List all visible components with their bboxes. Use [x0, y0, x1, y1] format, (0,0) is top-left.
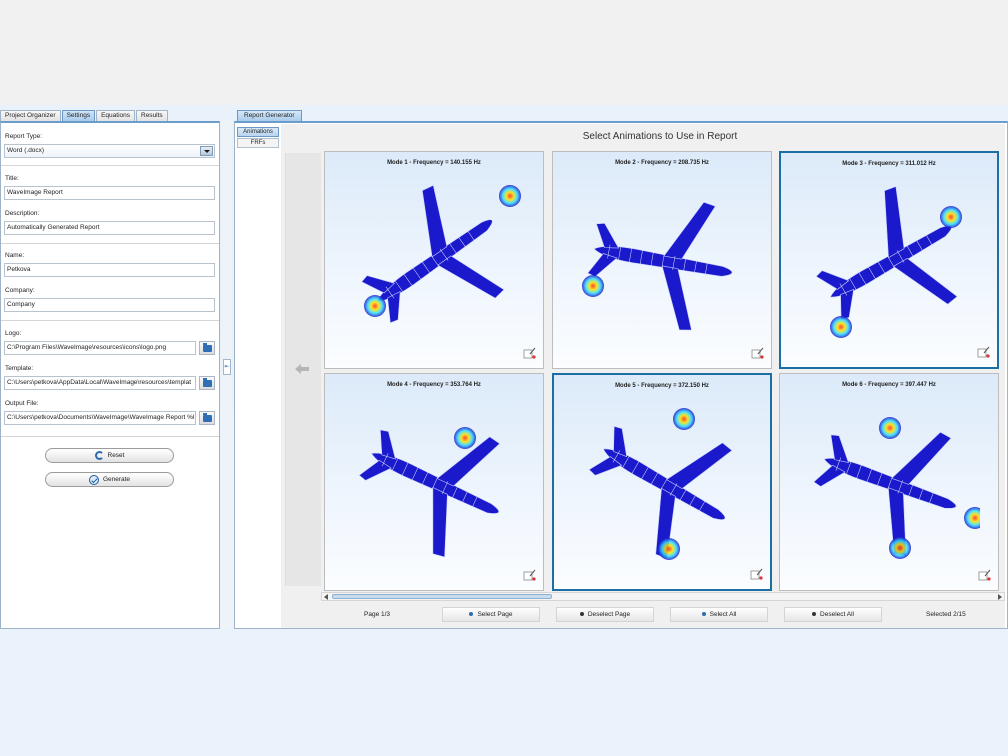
company-label: Company:	[5, 287, 35, 294]
logo-path-field[interactable]: C:\Program Files\WaveImage\resources\ico…	[4, 341, 196, 355]
reset-button[interactable]: Reset	[45, 448, 174, 463]
name-label: Name:	[5, 252, 25, 259]
template-label: Template:	[5, 365, 34, 372]
company-field[interactable]: Company	[4, 298, 215, 312]
output-browse-button[interactable]	[199, 411, 215, 425]
animation-card[interactable]: Mode 1 - Frequency = 140.155 Hz	[324, 151, 544, 369]
card-title: Mode 5 - Frequency = 372.150 Hz	[615, 383, 709, 389]
animation-card[interactable]: Mode 4 - Frequency = 353.764 Hz	[324, 373, 544, 591]
card-title: Mode 2 - Frequency = 208.735 Hz	[615, 160, 709, 166]
dot-icon	[469, 612, 474, 617]
logo-browse-button[interactable]	[199, 341, 215, 355]
aircraft-mode-shape	[361, 184, 521, 324]
report-type-label: Report Type:	[5, 133, 43, 140]
scroll-right-icon[interactable]	[998, 594, 1002, 600]
horizontal-scrollbar[interactable]	[321, 592, 1005, 601]
animation-card[interactable]: Mode 2 - Frequency = 208.735 Hz	[552, 151, 772, 369]
gallery-title: Select Animations to Use in Report	[582, 131, 738, 142]
template-path-field[interactable]: C:\Users\petkova\AppData\Local\WaveImage…	[4, 376, 196, 390]
aircraft-mode-shape	[813, 417, 980, 559]
deselect-page-label: Deselect Page	[587, 611, 631, 618]
animation-export-icon[interactable]	[751, 346, 765, 360]
arrow-left-icon[interactable]	[295, 364, 309, 374]
folder-icon	[203, 413, 212, 422]
scroll-left-icon[interactable]	[324, 594, 328, 600]
template-browse-button[interactable]	[199, 376, 215, 390]
deselect-all-button[interactable]: Deselect All	[784, 607, 882, 622]
chevron-down-icon[interactable]	[200, 146, 213, 156]
selection-count: Selected 2/15	[926, 611, 966, 618]
deselect-all-label: Deselect All	[820, 611, 854, 618]
animation-export-icon[interactable]	[523, 568, 537, 582]
reset-label: Reset	[107, 452, 125, 459]
generate-label: Generate	[102, 476, 131, 483]
title-field[interactable]: WaveImage Report	[4, 186, 215, 200]
tab-animations[interactable]: Animations	[237, 127, 279, 137]
animation-export-icon[interactable]	[750, 567, 764, 581]
aircraft-mode-shape	[358, 427, 501, 558]
select-all-button[interactable]: Select All	[670, 607, 768, 622]
card-title: Mode 6 - Frequency = 397.447 Hz	[842, 382, 936, 388]
tab-results[interactable]: Results	[136, 110, 168, 121]
checkmark-icon	[88, 474, 99, 485]
scrollbar-thumb[interactable]	[332, 594, 552, 599]
tab-report-generator[interactable]: Report Generator	[237, 110, 302, 121]
collapse-icon[interactable]: ⇤	[223, 359, 231, 375]
animation-export-icon[interactable]	[977, 345, 991, 359]
dot-icon	[579, 612, 584, 617]
card-title: Mode 1 - Frequency = 140.155 Hz	[387, 160, 481, 166]
divider	[1, 436, 219, 437]
description-label: Description:	[5, 210, 40, 217]
aircraft-mode-shape	[582, 201, 733, 331]
generate-button[interactable]: Generate	[45, 472, 174, 487]
panel-splitter[interactable]: ⇤	[222, 121, 232, 629]
gallery-footer: Page 1/3 Select Page Deselect Page Selec…	[321, 606, 1005, 624]
deselect-page-button[interactable]: Deselect Page	[556, 607, 654, 622]
page-indicator: Page 1/3	[364, 611, 391, 618]
card-title: Mode 4 - Frequency = 353.764 Hz	[387, 382, 481, 388]
tab-settings[interactable]: Settings	[61, 110, 96, 121]
name-field[interactable]: Petkova	[4, 263, 215, 277]
aircraft-mode-shape	[815, 186, 962, 338]
left-tab-strip: Project Organizer Settings Equations Res…	[0, 110, 169, 121]
title-label: Title:	[5, 175, 19, 182]
output-file-field[interactable]: C:\Users\petkova\Documents\WaveImage\Wav…	[4, 411, 196, 425]
report-type-select[interactable]: Word (.docx)	[4, 144, 215, 158]
logo-label: Logo:	[5, 330, 22, 337]
animation-export-icon[interactable]	[978, 568, 992, 582]
settings-panel: Report Type: Word (.docx) Title: WaveIma…	[0, 121, 220, 629]
select-page-label: Select Page	[477, 611, 513, 618]
dot-icon	[812, 612, 817, 617]
aircraft-mode-shape	[588, 408, 733, 560]
output-file-label: Output File:	[5, 400, 39, 407]
animation-card[interactable]: Mode 3 - Frequency = 311.012 Hz	[779, 151, 999, 369]
refresh-icon	[94, 451, 104, 460]
select-all-label: Select All	[709, 611, 737, 618]
select-page-button[interactable]: Select Page	[442, 607, 540, 622]
animation-card[interactable]: Mode 5 - Frequency = 372.150 Hz	[552, 373, 772, 591]
folder-icon	[203, 378, 212, 387]
animation-card[interactable]: Mode 6 - Frequency = 397.447 Hz	[779, 373, 999, 591]
bottom-background	[0, 630, 1008, 756]
dot-icon	[701, 612, 706, 617]
side-tab-strip: Animations FRFs	[237, 127, 279, 149]
tab-equations[interactable]: Equations	[96, 110, 135, 121]
divider	[1, 320, 219, 321]
description-field[interactable]: Automatically Generated Report	[4, 221, 215, 235]
tab-project-organizer[interactable]: Project Organizer	[0, 110, 61, 121]
folder-icon	[203, 343, 212, 352]
top-background	[0, 0, 1008, 105]
card-title: Mode 3 - Frequency = 311.012 Hz	[842, 161, 936, 167]
divider	[1, 243, 219, 244]
divider	[1, 165, 219, 166]
report-type-value: Word (.docx)	[7, 147, 45, 154]
animation-export-icon[interactable]	[523, 346, 537, 360]
tab-frfs[interactable]: FRFs	[237, 138, 279, 148]
